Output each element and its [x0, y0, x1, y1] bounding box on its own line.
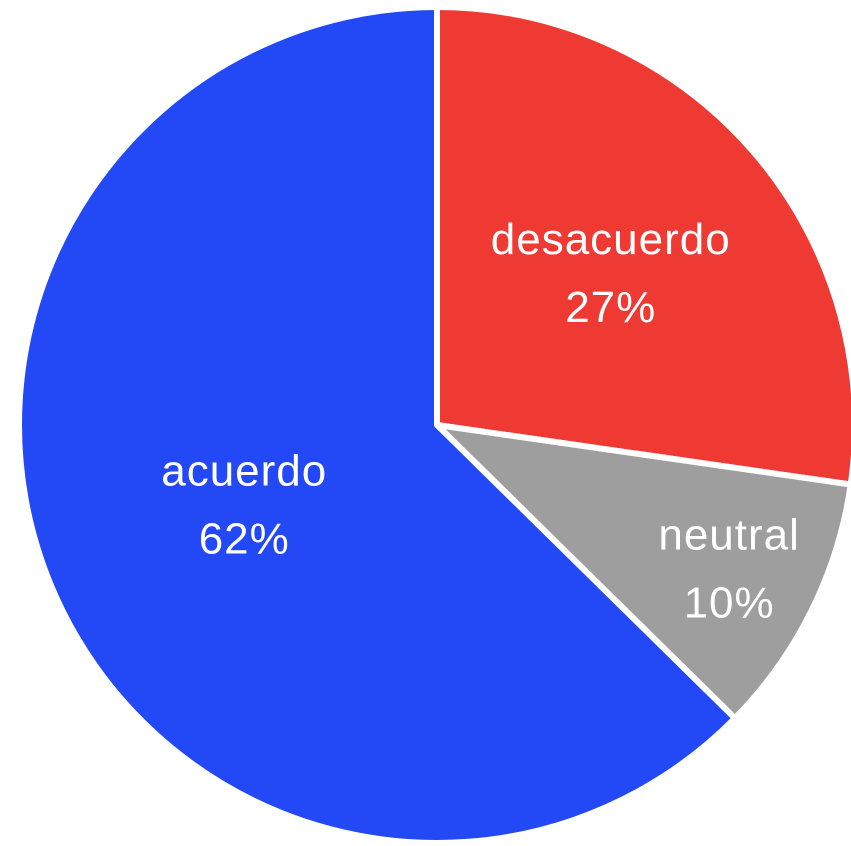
slice-value-label: 62%	[199, 514, 290, 563]
pie-slice	[16, 4, 738, 846]
slice-label: neutral	[658, 510, 800, 559]
pie-slice	[434, 4, 851, 488]
slice-value-label: 10%	[684, 578, 775, 627]
slice-label: acuerdo	[161, 446, 327, 495]
pie-slice	[434, 422, 851, 722]
slice-label: desacuerdo	[491, 215, 731, 264]
slice-value-label: 27%	[565, 283, 656, 332]
